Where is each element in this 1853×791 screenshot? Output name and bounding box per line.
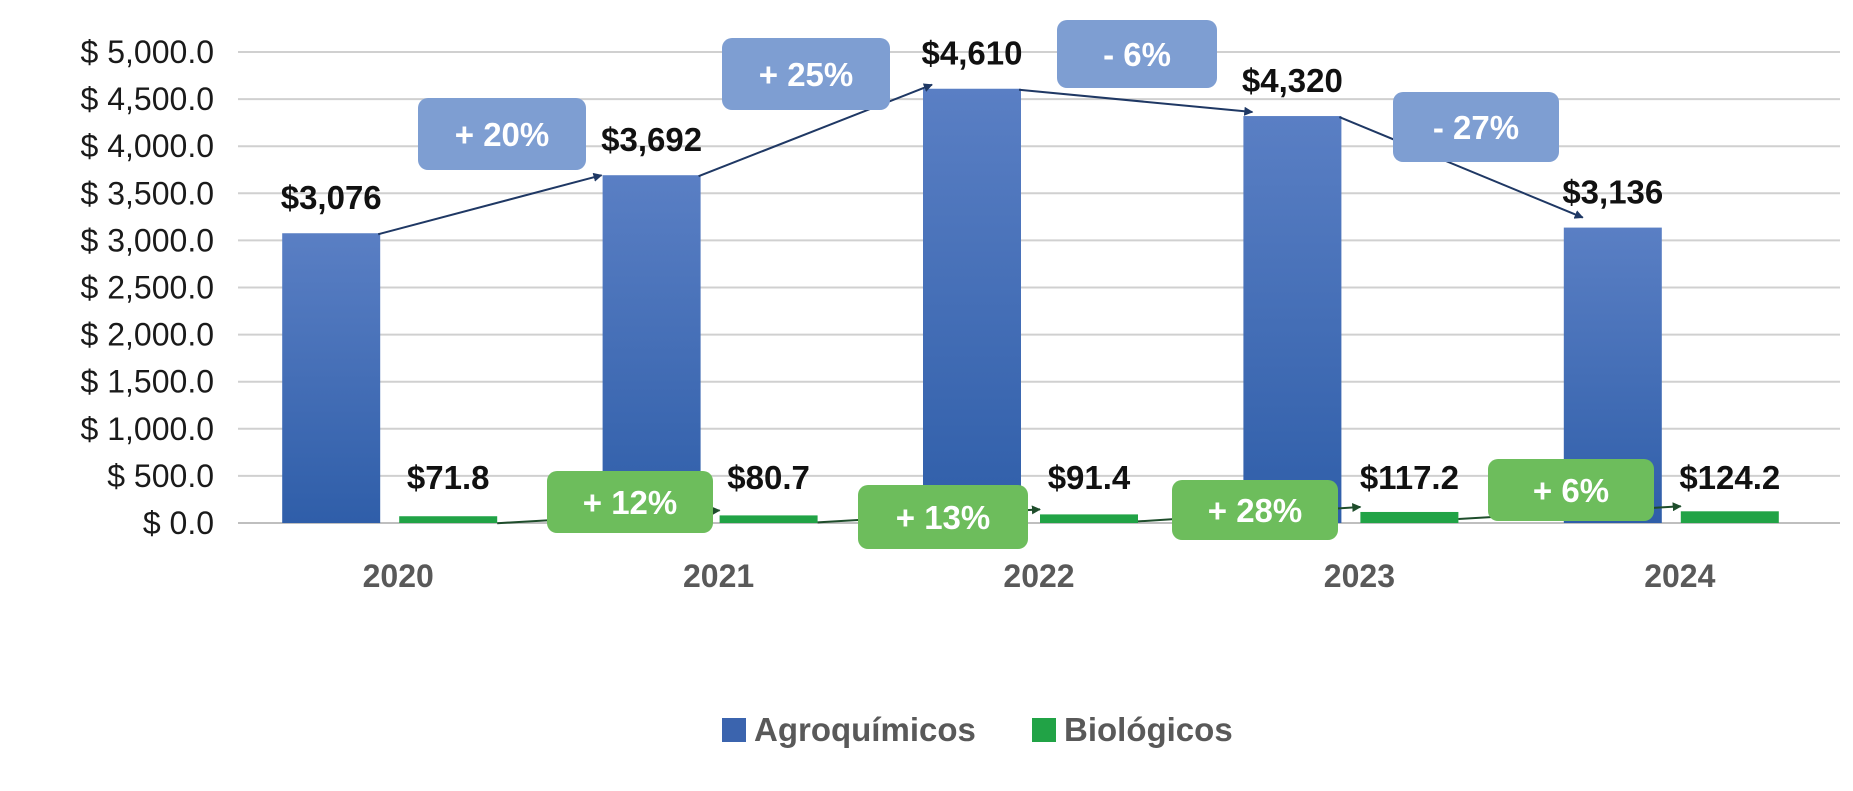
data-label-agroquimicos: $3,692	[601, 121, 702, 158]
legend-label-biologicos: Biológicos	[1064, 711, 1233, 748]
y-tick-label: $ 1,000.0	[81, 411, 214, 447]
growth-callout-agroquimicos-box	[1057, 20, 1217, 88]
growth-callout-biologicos-label: + 12%	[583, 484, 678, 521]
y-tick-label: $ 5,000.0	[81, 34, 214, 70]
growth-callout-agroquimicos: + 20%	[418, 98, 586, 170]
trend-arrow-agroquimicos	[698, 83, 933, 178]
data-label-biologicos: $80.7	[727, 459, 810, 496]
legend-swatch-biologicos	[1032, 718, 1056, 742]
growth-callout-agroquimicos-label: - 6%	[1103, 36, 1171, 73]
gridlines	[238, 51, 1840, 524]
growth-callout-biologicos-box	[1488, 459, 1654, 521]
data-label-biologicos: $124.2	[1679, 459, 1780, 496]
y-tick-label: $ 2,000.0	[81, 317, 214, 353]
growth-callout-agroquimicos: - 27%	[1393, 92, 1559, 162]
x-tick-label: 2023	[1324, 558, 1395, 594]
legend-label-agroquimicos: Agroquímicos	[754, 711, 976, 748]
growth-callout-agroquimicos: - 6%	[1057, 20, 1217, 88]
data-label-agroquimicos: $3,136	[1562, 174, 1663, 211]
trend-arrow-agroquimicos	[1339, 116, 1584, 219]
x-axis: 2020 2021 2022 2023 2024	[363, 558, 1716, 594]
data-label-biologicos: $91.4	[1048, 459, 1131, 496]
trend-arrow-agroquimicos	[1018, 88, 1254, 116]
growth-callouts: + 20% + 25% - 6% - 27% + 12% + 13% + 28% + 6%	[418, 20, 1654, 549]
bar-agroquimicos	[282, 233, 381, 524]
growth-callout-biologicos-label: + 28%	[1208, 492, 1303, 529]
trend-arrow-agroquimicos	[377, 172, 603, 236]
bar-biologicos	[1040, 514, 1138, 523]
legend-swatch-agroquimicos	[722, 718, 746, 742]
bar-biologicos	[719, 515, 818, 523]
data-labels: $3,076 $3,692 $4,610 $4,320 $3,136 $71.8 $80.7…	[281, 35, 1781, 496]
growth-callout-biologicos: + 12%	[547, 471, 713, 533]
bar-agroquimicos	[923, 88, 1021, 523]
growth-callout-agroquimicos-box	[1393, 92, 1559, 162]
data-label-biologicos: $117.2	[1360, 459, 1459, 496]
growth-callout-biologicos-label: + 6%	[1533, 472, 1609, 509]
growth-callout-agroquimicos-box	[722, 38, 890, 110]
growth-callout-biologicos: + 28%	[1172, 480, 1338, 540]
growth-callout-agroquimicos: + 25%	[722, 38, 890, 110]
growth-callout-biologicos-box	[1172, 480, 1338, 540]
y-tick-label: $ 500.0	[107, 458, 214, 494]
data-label-agroquimicos: $4,610	[922, 35, 1023, 72]
y-axis: $ 0.0 $ 500.0 $ 1,000.0 $ 1,500.0 $ 2,000.0 $…	[81, 34, 214, 541]
y-tick-label: $ 0.0	[143, 505, 214, 541]
growth-callout-biologicos: + 6%	[1488, 459, 1654, 521]
growth-callout-agroquimicos-label: + 25%	[759, 56, 854, 93]
y-tick-label: $ 3,500.0	[81, 175, 214, 211]
bar-agroquimicos	[1243, 116, 1342, 523]
x-tick-label: 2024	[1644, 558, 1715, 594]
y-tick-label: $ 2,500.0	[81, 270, 214, 306]
x-tick-label: 2020	[363, 558, 434, 594]
bar-agroquimicos	[602, 175, 701, 523]
data-label-agroquimicos: $3,076	[281, 179, 382, 216]
growth-callout-agroquimicos-box	[418, 98, 586, 170]
growth-callout-biologicos-box	[547, 471, 713, 533]
bar-biologicos	[399, 516, 498, 523]
legend: Agroquímicos Biológicos	[722, 711, 1233, 748]
growth-callout-biologicos-label: + 13%	[896, 499, 991, 536]
growth-callout-agroquimicos-label: - 27%	[1433, 109, 1519, 146]
bar-biologicos	[1360, 511, 1459, 523]
bar-biologicos	[1680, 511, 1779, 523]
y-tick-label: $ 3,000.0	[81, 222, 214, 258]
growth-callout-agroquimicos-label: + 20%	[455, 116, 550, 153]
y-tick-label: $ 4,500.0	[81, 81, 214, 117]
x-tick-label: 2022	[1003, 558, 1074, 594]
x-tick-label: 2021	[683, 558, 754, 594]
data-label-agroquimicos: $4,320	[1242, 62, 1343, 99]
growth-callout-biologicos-box	[858, 485, 1028, 549]
y-tick-label: $ 1,500.0	[81, 364, 214, 400]
y-tick-label: $ 4,000.0	[81, 128, 214, 164]
data-label-biologicos: $71.8	[407, 459, 490, 496]
growth-callout-biologicos: + 13%	[858, 485, 1028, 549]
